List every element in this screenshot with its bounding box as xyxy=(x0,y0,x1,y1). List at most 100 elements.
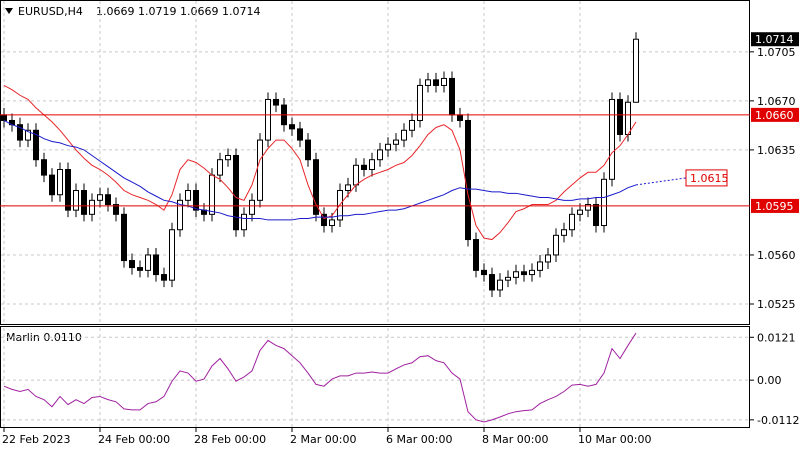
candle-body xyxy=(81,190,87,215)
candle-body xyxy=(409,119,415,131)
candle-body xyxy=(273,98,279,106)
candle-body xyxy=(481,269,487,276)
x-tick-label: 28 Feb 00:00 xyxy=(194,433,266,446)
candle-body xyxy=(369,159,375,171)
candle-body xyxy=(625,101,631,135)
candle-body xyxy=(153,254,159,276)
candle-body xyxy=(113,204,119,215)
candle-body xyxy=(41,159,47,176)
candle-body xyxy=(329,219,335,227)
candle-body xyxy=(169,229,175,281)
candle-body xyxy=(129,260,135,269)
candle-body xyxy=(73,190,79,211)
last-price-label: 1.0714 xyxy=(755,33,794,46)
candle-body xyxy=(345,184,351,192)
header-close: 1.0714 xyxy=(222,5,261,18)
candle-body xyxy=(377,149,383,161)
candle-body xyxy=(1,114,7,121)
last-price-box xyxy=(751,32,799,47)
y-tick-label: 1.0525 xyxy=(757,298,796,311)
candle-body xyxy=(561,229,567,236)
candle-body xyxy=(313,159,319,215)
moving-average xyxy=(3,85,637,241)
candle-body xyxy=(105,194,111,206)
candle-body xyxy=(433,79,439,86)
candle-body xyxy=(385,143,391,151)
candle-body xyxy=(209,174,215,215)
candle-body xyxy=(393,139,399,145)
candle-body xyxy=(121,213,127,262)
candle-body xyxy=(513,271,519,278)
header-open: 1.0669 xyxy=(96,5,135,18)
ma-projection xyxy=(635,177,687,186)
candle-body xyxy=(145,254,151,271)
candle-body xyxy=(473,239,479,271)
candle-body xyxy=(137,267,143,271)
y-tick-label: 0.0121 xyxy=(757,331,796,344)
x-tick-label: 22 Feb 2023 xyxy=(2,433,70,446)
symbol-title: EURUSD,H4 xyxy=(18,5,83,18)
candle-body xyxy=(321,213,327,227)
header-low: 1.0669 xyxy=(180,5,219,18)
candle-body xyxy=(257,139,263,201)
x-tick-label: 24 Feb 00:00 xyxy=(98,433,170,446)
y-tick-label: 1.0560 xyxy=(757,249,796,262)
candle-body xyxy=(537,261,543,271)
indicator-line xyxy=(3,332,637,423)
menu-arrow[interactable] xyxy=(5,8,13,14)
y-tick-label: -0.0112 xyxy=(757,414,799,427)
y-tick-label: 1.0635 xyxy=(757,144,796,157)
candle-body xyxy=(505,276,511,281)
candle-body xyxy=(353,164,359,186)
candle-body xyxy=(185,190,191,201)
candle-body xyxy=(217,159,223,176)
candle-body xyxy=(633,38,639,103)
candle-body xyxy=(497,279,503,291)
projection-label: 1.0615 xyxy=(690,172,729,185)
y-tick-label: 1.0670 xyxy=(757,95,796,108)
candle-body xyxy=(521,271,527,276)
candle-body xyxy=(25,129,31,141)
candle-body xyxy=(457,114,463,121)
candle-body xyxy=(361,164,367,171)
candle-body xyxy=(417,84,423,121)
candle-body xyxy=(585,204,591,211)
candle-body xyxy=(65,169,71,211)
candle-body xyxy=(297,128,303,141)
candle-body xyxy=(241,213,247,231)
y-tick-label: 0.00 xyxy=(757,374,782,387)
candle-body xyxy=(601,178,607,227)
candle-body xyxy=(617,98,623,135)
candle-body xyxy=(233,154,239,231)
candle-body xyxy=(177,199,183,231)
candle-body xyxy=(401,129,407,141)
header-high: 1.0719 xyxy=(138,5,177,18)
candle-body xyxy=(529,269,535,276)
candle-body xyxy=(193,190,199,211)
candle-body xyxy=(545,254,551,263)
price-level-label: 1.0660 xyxy=(755,109,794,122)
candle-body xyxy=(265,98,271,141)
candle-body xyxy=(577,209,583,215)
candle-body xyxy=(609,98,615,180)
candle-body xyxy=(249,199,255,215)
candle-body xyxy=(489,274,495,291)
price-level-box xyxy=(751,107,799,122)
price-level-label: 1.0595 xyxy=(755,200,794,213)
candle-body xyxy=(161,274,167,281)
candle-body xyxy=(33,129,39,161)
candle-body xyxy=(465,119,471,241)
candle-body xyxy=(593,204,599,227)
x-tick-label: 8 Mar 00:00 xyxy=(482,433,548,446)
candle-body xyxy=(569,213,575,231)
candle-body xyxy=(289,124,295,130)
candle-body xyxy=(425,79,431,86)
candle-body xyxy=(225,154,231,161)
candle-body xyxy=(49,174,55,196)
y-tick-label: 1.0705 xyxy=(757,46,796,59)
x-tick-label: 10 Mar 00:00 xyxy=(578,433,651,446)
x-tick-label: 6 Mar 00:00 xyxy=(386,433,452,446)
candle-body xyxy=(441,77,447,86)
